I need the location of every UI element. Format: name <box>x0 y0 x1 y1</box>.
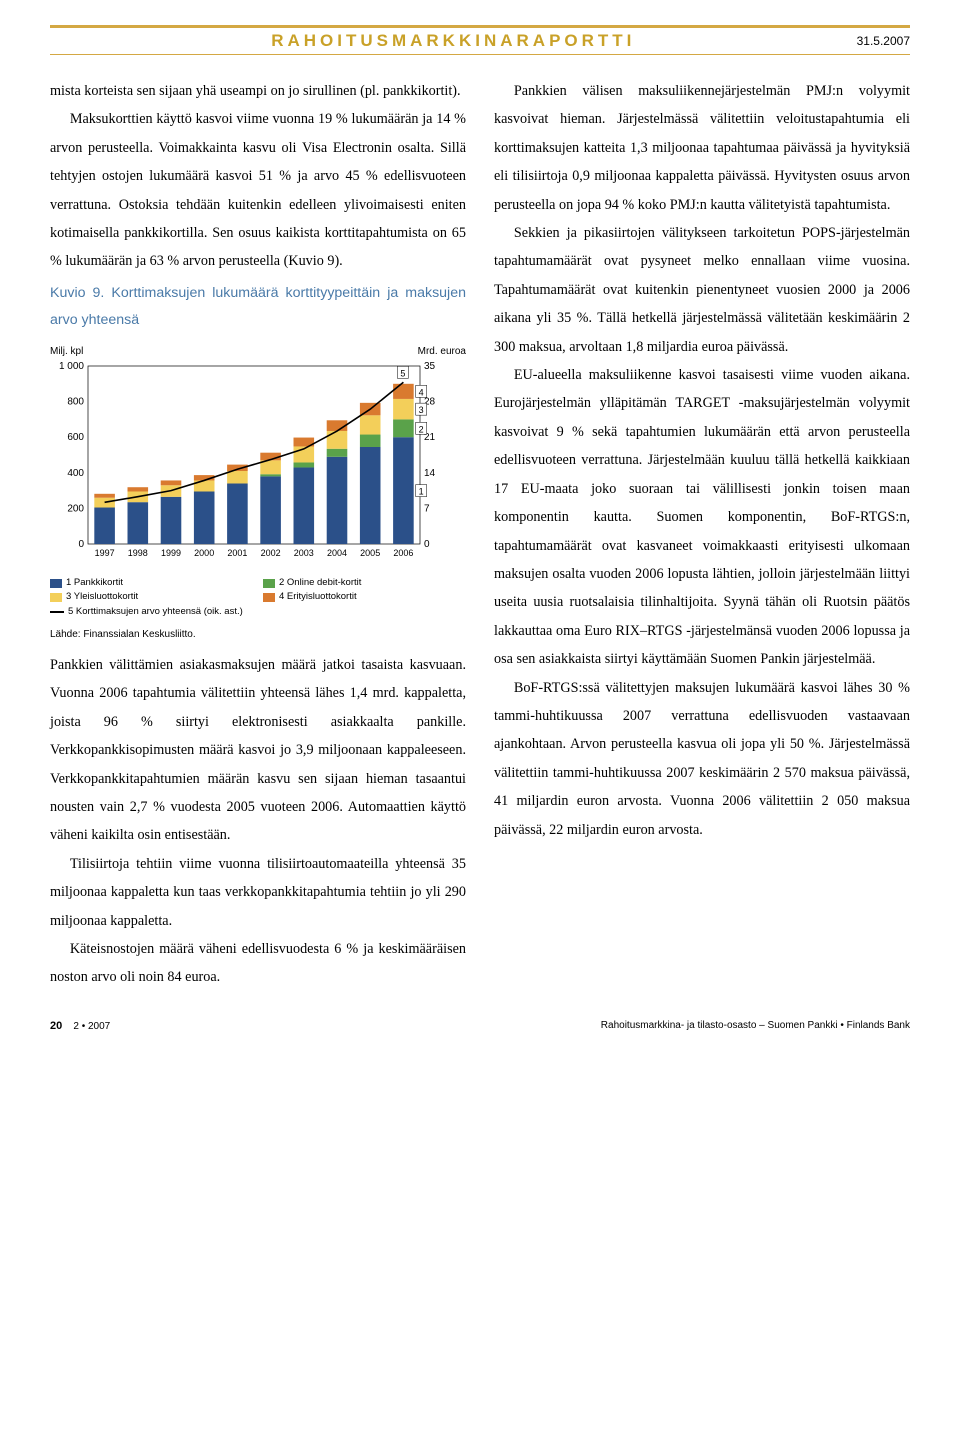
footer-publisher: Rahoitusmarkkina- ja tilasto-osasto – Su… <box>601 1020 910 1032</box>
svg-text:400: 400 <box>67 468 84 479</box>
svg-text:1999: 1999 <box>161 548 181 558</box>
svg-text:3: 3 <box>419 405 424 415</box>
legend-s3: 3 Yleisluottokortit <box>50 590 253 604</box>
left-p1: mista korteista sen sijaan yhä useampi o… <box>50 77 466 105</box>
body-columns: mista korteista sen sijaan yhä useampi o… <box>50 77 910 992</box>
svg-text:0: 0 <box>424 539 430 550</box>
left-p4: Tilisiirtoja tehtiin viime vuonna tilisi… <box>50 850 466 935</box>
issue: 2 • 2007 <box>73 1021 110 1032</box>
header-title: RAHOITUSMARKKINARAPORTTI <box>50 31 857 51</box>
svg-text:7: 7 <box>424 503 430 514</box>
svg-text:0: 0 <box>78 539 84 550</box>
svg-text:1997: 1997 <box>95 548 115 558</box>
left-p2: Maksukorttien käyttö kasvoi viime vuonna… <box>50 105 466 275</box>
left-p3: Pankkien välittämien asiakasmaksujen mää… <box>50 651 466 850</box>
page-footer: 20 2 • 2007 Rahoitusmarkkina- ja tilasto… <box>50 1018 910 1032</box>
svg-text:1 000: 1 000 <box>59 362 84 372</box>
svg-text:14: 14 <box>424 468 436 479</box>
chart-source: Lähde: Finanssialan Keskusliitto. <box>50 625 466 645</box>
axis-labels: Milj. kpl Mrd. euroa <box>50 342 466 362</box>
legend-s4: 4 Erityisluottokortit <box>263 590 466 604</box>
svg-text:1998: 1998 <box>128 548 148 558</box>
chart: Milj. kpl Mrd. euroa 0 200 400 600 800 1 000 0… <box>50 342 466 645</box>
legend-s1: 1 Pankkikortit <box>50 576 253 590</box>
right-column: Pankkien välisen maksuliikennejärjestelm… <box>494 77 910 992</box>
svg-text:35: 35 <box>424 362 436 372</box>
legend-s2: 2 Online debit-kortit <box>263 576 466 590</box>
svg-text:200: 200 <box>67 503 84 514</box>
svg-text:4: 4 <box>419 387 424 397</box>
right-p3: EU-alueella maksuliikenne kasvoi tasaise… <box>494 361 910 673</box>
left-column: mista korteista sen sijaan yhä useampi o… <box>50 77 466 992</box>
svg-text:1: 1 <box>419 486 424 496</box>
chart-svg: 02004006008001 0000714212835199719981999… <box>50 362 450 562</box>
header-date: 31.5.2007 <box>857 34 910 48</box>
right-p1: Pankkien välisen maksuliikennejärjestelm… <box>494 77 910 219</box>
page-number: 20 <box>50 1020 62 1032</box>
svg-text:600: 600 <box>67 432 84 443</box>
y-right-label: Mrd. euroa <box>418 342 466 362</box>
header-band: RAHOITUSMARKKINARAPORTTI 31.5.2007 <box>50 25 910 55</box>
svg-text:2004: 2004 <box>327 548 347 558</box>
chart-caption: Kuvio 9. Korttimaksujen lukumäärä kortti… <box>50 280 466 334</box>
svg-text:2001: 2001 <box>227 548 247 558</box>
left-p5: Käteisnostojen määrä väheni edellisvuode… <box>50 935 466 992</box>
svg-text:2002: 2002 <box>261 548 281 558</box>
chart-legend: 1 Pankkikortit 2 Online debit-kortit 3 Y… <box>50 576 466 619</box>
svg-text:2: 2 <box>419 424 424 434</box>
svg-text:800: 800 <box>67 396 84 407</box>
svg-text:2003: 2003 <box>294 548 314 558</box>
svg-text:2006: 2006 <box>393 548 413 558</box>
right-p2: Sekkien ja pikasiirtojen välitykseen tar… <box>494 219 910 361</box>
legend-line: 5 Korttimaksujen arvo yhteensä (oik. ast… <box>50 605 466 619</box>
footer-left: 20 2 • 2007 <box>50 1020 110 1032</box>
svg-text:5: 5 <box>400 368 405 378</box>
svg-text:2005: 2005 <box>360 548 380 558</box>
right-p4: BoF-RTGS:ssä välitettyjen maksujen lukum… <box>494 674 910 844</box>
y-left-label: Milj. kpl <box>50 342 83 362</box>
svg-text:2000: 2000 <box>194 548 214 558</box>
